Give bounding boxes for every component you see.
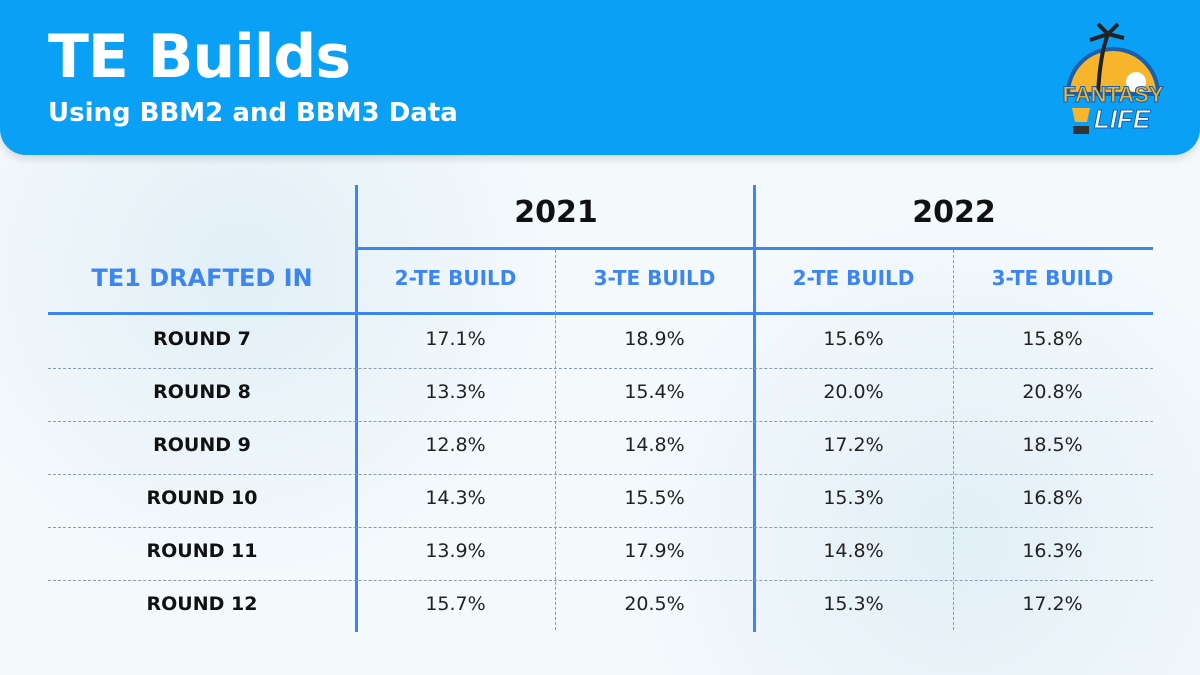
svg-text:LIFE: LIFE (1094, 104, 1151, 134)
page-title: TE Builds (48, 22, 351, 92)
column-header: 3-TE BUILD (991, 266, 1114, 290)
row-divider (48, 580, 1153, 581)
year-divider (356, 247, 1153, 250)
table-cell: 14.8% (624, 434, 685, 456)
svg-text:FANTASY: FANTASY (1062, 82, 1163, 107)
row-divider (48, 527, 1153, 528)
column-divider-dashed (953, 250, 954, 630)
row-divider (48, 368, 1153, 369)
row-header: TE1 DRAFTED IN (91, 264, 313, 292)
row-label: ROUND 9 (153, 434, 251, 456)
column-header: 3-TE BUILD (593, 266, 716, 290)
table-cell: 15.5% (624, 487, 685, 509)
column-divider-dashed (555, 250, 556, 630)
table-cell: 15.4% (624, 381, 685, 403)
table-cell: 20.8% (1022, 381, 1083, 403)
table-cell: 15.8% (1022, 328, 1083, 350)
table-cell: 14.8% (823, 540, 884, 562)
table-cell: 17.1% (425, 328, 486, 350)
table-cell: 12.8% (425, 434, 486, 456)
table-cell: 15.7% (425, 593, 486, 615)
row-divider (48, 474, 1153, 475)
column-divider (355, 185, 358, 632)
header-divider (48, 312, 1153, 315)
table-cell: 14.3% (425, 487, 486, 509)
table-cell: 20.5% (624, 593, 685, 615)
row-label: ROUND 11 (146, 540, 258, 562)
fantasy-life-logo: FANTASY LIFE (1062, 22, 1164, 135)
table-cell: 17.2% (1022, 593, 1083, 615)
table-cell: 13.9% (425, 540, 486, 562)
column-header: 2-TE BUILD (792, 266, 915, 290)
row-label: ROUND 7 (153, 328, 251, 350)
table-cell: 16.3% (1022, 540, 1083, 562)
table-cell: 15.3% (823, 593, 884, 615)
table-cell: 17.2% (823, 434, 884, 456)
column-header: 2-TE BUILD (394, 266, 517, 290)
table-cell: 17.9% (624, 540, 685, 562)
row-label: ROUND 8 (153, 381, 251, 403)
table-cell: 18.9% (624, 328, 685, 350)
table-cell: 16.8% (1022, 487, 1083, 509)
header-banner: TE Builds Using BBM2 and BBM3 Data FANTA… (0, 0, 1200, 155)
table-cell: 13.3% (425, 381, 486, 403)
table-cell: 15.3% (823, 487, 884, 509)
row-divider (48, 421, 1153, 422)
page-subtitle: Using BBM2 and BBM3 Data (48, 98, 458, 128)
row-label: ROUND 12 (146, 593, 258, 615)
row-label: ROUND 10 (146, 487, 258, 509)
column-divider (753, 185, 756, 632)
table-cell: 18.5% (1022, 434, 1083, 456)
year-header-2021: 2021 (514, 195, 598, 230)
table-cell: 15.6% (823, 328, 884, 350)
year-header-2022: 2022 (912, 195, 996, 230)
table-cell: 20.0% (823, 381, 884, 403)
